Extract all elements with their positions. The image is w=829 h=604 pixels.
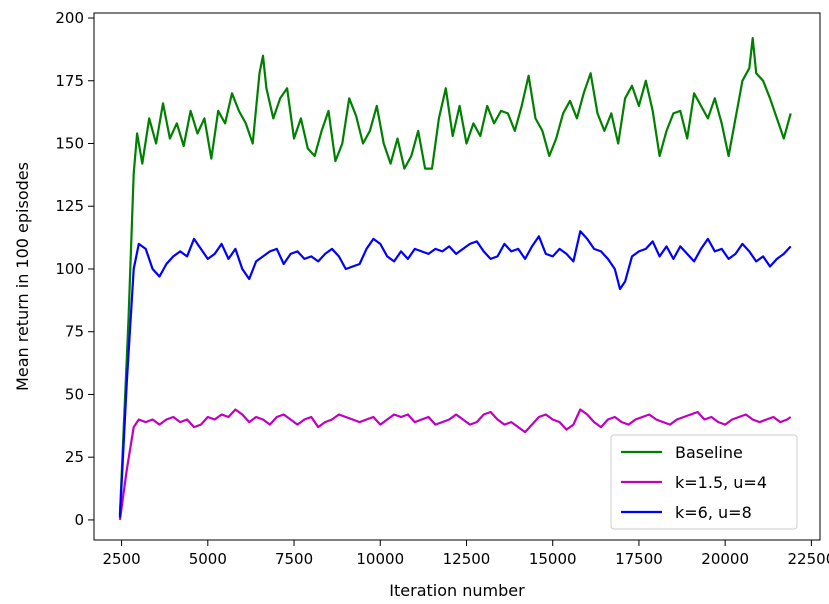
x-axis-label: Iteration number — [389, 581, 525, 600]
y-axis-ticks: 0 25 50 75 100 125 150 175 200 — [55, 9, 94, 529]
y-tick-label: 25 — [65, 448, 84, 466]
x-tick-label: 2500 — [102, 550, 140, 568]
y-tick-label: 75 — [65, 323, 84, 341]
y-tick-label: 175 — [55, 72, 84, 90]
legend-label-k6-u8: k=6, u=8 — [675, 503, 752, 522]
y-tick-label: 50 — [65, 385, 84, 403]
y-tick-label: 125 — [55, 197, 84, 215]
series-line-k1-5-u4 — [118, 408, 792, 521]
series-layer — [118, 37, 792, 521]
x-tick-label: 12500 — [443, 550, 491, 568]
x-tick-label: 20000 — [701, 550, 749, 568]
y-tick-label: 100 — [55, 260, 84, 278]
y-tick-label: 0 — [74, 511, 84, 529]
x-tick-label: 10000 — [356, 550, 404, 568]
axes-frame — [93, 12, 821, 541]
x-tick-label: 15000 — [529, 550, 577, 568]
series-line-k6-u8 — [118, 230, 792, 518]
x-tick-label: 17500 — [615, 550, 663, 568]
x-tick-label: 5000 — [189, 550, 227, 568]
legend-box — [610, 434, 798, 530]
legend-label-baseline: Baseline — [675, 443, 743, 462]
y-tick-label: 200 — [55, 9, 84, 27]
x-axis-ticks: 2500 5000 7500 10000 12500 15000 17500 20000 225… — [102, 540, 829, 568]
legend-label-k1-5-u4: k=1.5, u=4 — [675, 473, 767, 492]
series-line-baseline — [118, 37, 792, 515]
y-axis-label: Mean return in 100 episodes — [13, 162, 32, 391]
x-tick-label: 7500 — [275, 550, 313, 568]
legend: Baseline k=1.5, u=4 k=6, u=8 — [610, 434, 798, 530]
y-tick-label: 150 — [55, 134, 84, 152]
